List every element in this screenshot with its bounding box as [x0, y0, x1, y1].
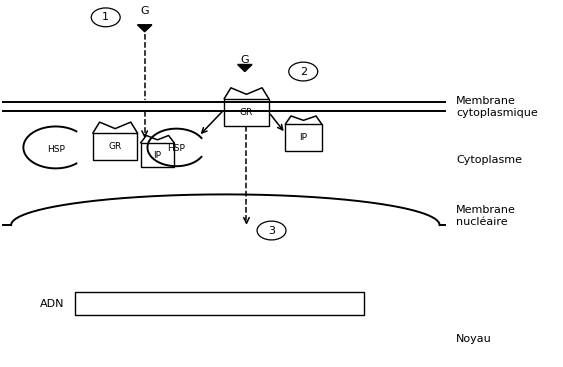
Text: IP: IP	[154, 150, 162, 160]
Text: IP: IP	[300, 133, 307, 142]
Text: 1: 1	[102, 12, 109, 22]
Bar	[141, 143, 174, 167]
Bar	[75, 292, 364, 316]
Bar	[285, 124, 321, 151]
Text: 3: 3	[268, 226, 275, 236]
Text: HSP: HSP	[47, 145, 65, 154]
Bar	[93, 133, 137, 160]
Text: Membrane
cytoplasmique: Membrane cytoplasmique	[456, 96, 538, 117]
Text: Membrane
nucléaire: Membrane nucléaire	[456, 205, 516, 227]
Text: Noyau: Noyau	[456, 334, 492, 344]
Bar	[224, 99, 269, 126]
Text: G: G	[140, 6, 149, 15]
Text: Cytoplasme: Cytoplasme	[456, 155, 522, 165]
Text: GR: GR	[109, 142, 122, 151]
Text: ADN: ADN	[39, 299, 64, 309]
Text: 2: 2	[300, 66, 307, 77]
Text: G: G	[240, 55, 249, 65]
Polygon shape	[137, 25, 152, 32]
Text: HSP: HSP	[167, 144, 185, 153]
Text: GR: GR	[240, 108, 253, 117]
Polygon shape	[238, 65, 252, 72]
